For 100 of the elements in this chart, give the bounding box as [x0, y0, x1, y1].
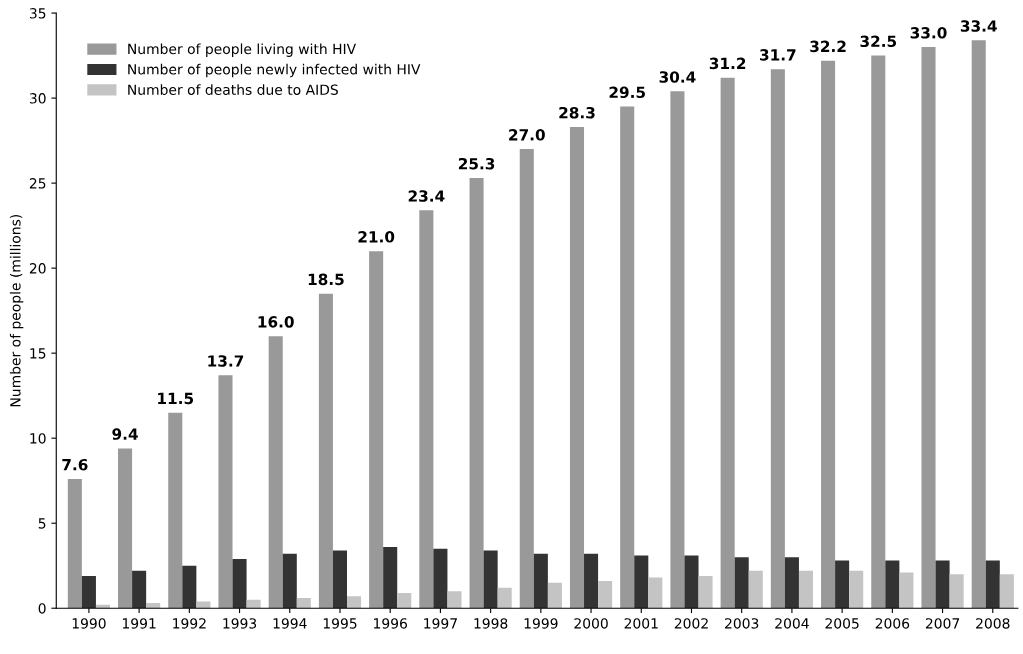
y-tick-label: 30	[29, 93, 46, 104]
bar	[569, 127, 585, 609]
bar	[849, 570, 864, 609]
bar	[935, 560, 950, 609]
data-label: 32.5	[860, 35, 897, 48]
bar	[369, 251, 384, 609]
bar	[419, 210, 434, 609]
data-label: 29.5	[609, 86, 645, 99]
bar	[282, 553, 297, 609]
x-tick-label: 2005	[825, 618, 859, 629]
x-tick-label: 2003	[725, 618, 759, 629]
data-label: 31.2	[709, 57, 746, 70]
y-tick-label: 5	[38, 518, 46, 529]
data-label: 7.6	[62, 458, 88, 471]
x-tick-label: 1993	[223, 618, 257, 629]
bar	[748, 570, 763, 609]
bar	[332, 550, 348, 609]
bar	[347, 596, 362, 609]
x-tick-label: 1998	[474, 618, 508, 629]
bar	[132, 570, 147, 609]
data-label: 25.3	[458, 157, 495, 170]
y-tick-label: 0	[38, 603, 46, 614]
bar	[218, 375, 233, 609]
bar	[698, 575, 713, 609]
bar	[899, 572, 914, 609]
bar	[168, 412, 183, 609]
data-label: 13.7	[208, 355, 244, 367]
legend-label: Number of people newly infected with HIV	[128, 63, 421, 78]
bar	[268, 336, 283, 609]
x-tick-label: 1992	[173, 618, 206, 629]
y-tick-label: 10	[30, 433, 46, 444]
y-tick-label: 15	[30, 348, 46, 359]
bar	[949, 574, 964, 609]
x-tick-label: 2004	[775, 618, 809, 629]
bar	[81, 575, 96, 609]
data-label: 32.2	[810, 40, 846, 53]
data-label: 18.5	[308, 273, 344, 286]
data-label: 33.0	[910, 27, 947, 39]
data-label: 33.4	[960, 20, 997, 32]
legend-label: Number of deaths due to AIDS	[128, 84, 338, 95]
x-tick-label: 2008	[976, 618, 1010, 629]
bar	[196, 601, 211, 609]
x-tick-label: 2007	[925, 618, 960, 629]
bar	[784, 557, 799, 609]
bar	[821, 60, 836, 609]
bar	[469, 178, 484, 609]
x-tick-label: 1995	[323, 618, 357, 629]
y-axis-title: Number of people (millions)	[9, 214, 24, 407]
bar	[835, 560, 850, 609]
data-label: 30.4	[659, 71, 696, 83]
x-tick-label: 2001	[624, 618, 658, 629]
y-tick-label: 20	[29, 263, 46, 274]
x-tick-label: 2000	[574, 618, 608, 629]
bar	[67, 478, 82, 609]
data-label: 11.5	[158, 392, 194, 405]
bar	[921, 47, 936, 609]
data-label: 23.4	[408, 190, 445, 202]
bar	[296, 598, 311, 609]
bar	[497, 587, 512, 609]
bar	[999, 574, 1014, 609]
bar	[584, 553, 599, 609]
bar	[620, 106, 635, 609]
y-tick-label: 35	[29, 8, 46, 19]
bar	[483, 550, 498, 609]
bar	[634, 555, 649, 609]
bar	[447, 591, 462, 609]
legend-label: Number of people living with HIV	[128, 43, 357, 57]
bar	[533, 553, 548, 609]
x-tick-label: 2002	[674, 618, 708, 629]
x-tick-label: 1996	[374, 618, 407, 629]
y-tick-label: 25	[29, 178, 46, 189]
bar	[734, 557, 749, 609]
data-label: 28.3	[559, 106, 595, 119]
bar	[433, 548, 448, 609]
bar	[547, 582, 562, 609]
data-label: 9.4	[112, 428, 138, 440]
bar	[318, 293, 333, 609]
bar	[770, 69, 785, 609]
bar	[118, 448, 133, 609]
bar	[383, 547, 398, 609]
bar	[798, 570, 814, 609]
bar	[146, 603, 161, 609]
x-tick-label: 1991	[122, 618, 156, 629]
x-tick-label: 1994	[273, 618, 307, 629]
data-label: 27.0	[509, 129, 545, 141]
x-tick-label: 1997	[424, 618, 457, 629]
x-tick-label: 1999	[524, 618, 558, 629]
bar	[232, 558, 247, 609]
bar	[684, 555, 699, 609]
bar	[720, 77, 735, 609]
bar	[670, 91, 685, 609]
bar	[598, 581, 613, 609]
bar	[971, 40, 986, 609]
x-tick-label: 1990	[72, 618, 106, 629]
data-label: 21.0	[358, 231, 395, 243]
data-label: 31.7	[760, 49, 796, 61]
bar	[246, 599, 261, 609]
x-tick-label: 2006	[875, 618, 910, 629]
bar	[519, 149, 534, 609]
bar	[648, 577, 663, 609]
